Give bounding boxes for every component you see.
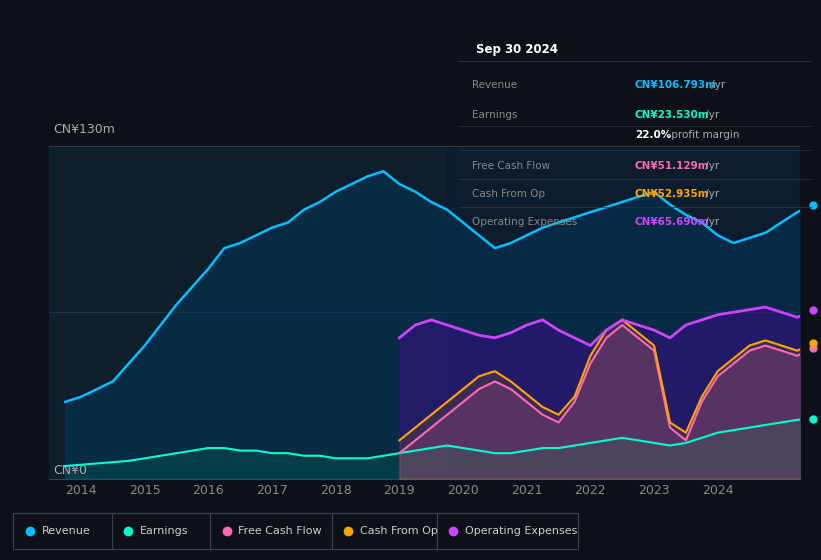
Text: Revenue: Revenue (472, 80, 517, 90)
Point (807, 306, 820, 315)
Text: Operating Expenses: Operating Expenses (472, 217, 577, 227)
Text: profit margin: profit margin (668, 130, 740, 140)
Text: CN¥52.935m: CN¥52.935m (635, 189, 709, 199)
Point (807, 339, 820, 348)
Text: CN¥0: CN¥0 (53, 464, 87, 477)
Text: Sep 30 2024: Sep 30 2024 (476, 43, 557, 57)
Text: /yr: /yr (702, 110, 719, 120)
Point (807, 414, 820, 423)
Text: Free Cash Flow: Free Cash Flow (238, 526, 322, 535)
Text: CN¥106.793m: CN¥106.793m (635, 80, 717, 90)
FancyBboxPatch shape (210, 514, 332, 549)
Bar (447, 146, 800, 479)
FancyBboxPatch shape (13, 514, 115, 549)
Text: CN¥65.690m: CN¥65.690m (635, 217, 709, 227)
Text: Earnings: Earnings (472, 110, 518, 120)
FancyBboxPatch shape (112, 514, 213, 549)
Text: 22.0%: 22.0% (635, 130, 671, 140)
Point (807, 344, 820, 353)
FancyBboxPatch shape (437, 514, 578, 549)
Text: Earnings: Earnings (140, 526, 188, 535)
Text: /yr: /yr (702, 189, 719, 199)
Text: /yr: /yr (702, 161, 719, 171)
Point (807, 200, 820, 209)
Text: CN¥130m: CN¥130m (53, 123, 115, 136)
Text: /yr: /yr (702, 217, 719, 227)
FancyBboxPatch shape (332, 514, 440, 549)
Text: Operating Expenses: Operating Expenses (465, 526, 577, 535)
Text: Cash From Op: Cash From Op (472, 189, 545, 199)
Text: Cash From Op: Cash From Op (360, 526, 438, 535)
Text: Revenue: Revenue (41, 526, 90, 535)
Text: /yr: /yr (709, 80, 726, 90)
Text: Free Cash Flow: Free Cash Flow (472, 161, 550, 171)
Text: CN¥23.530m: CN¥23.530m (635, 110, 709, 120)
Text: CN¥51.129m: CN¥51.129m (635, 161, 709, 171)
